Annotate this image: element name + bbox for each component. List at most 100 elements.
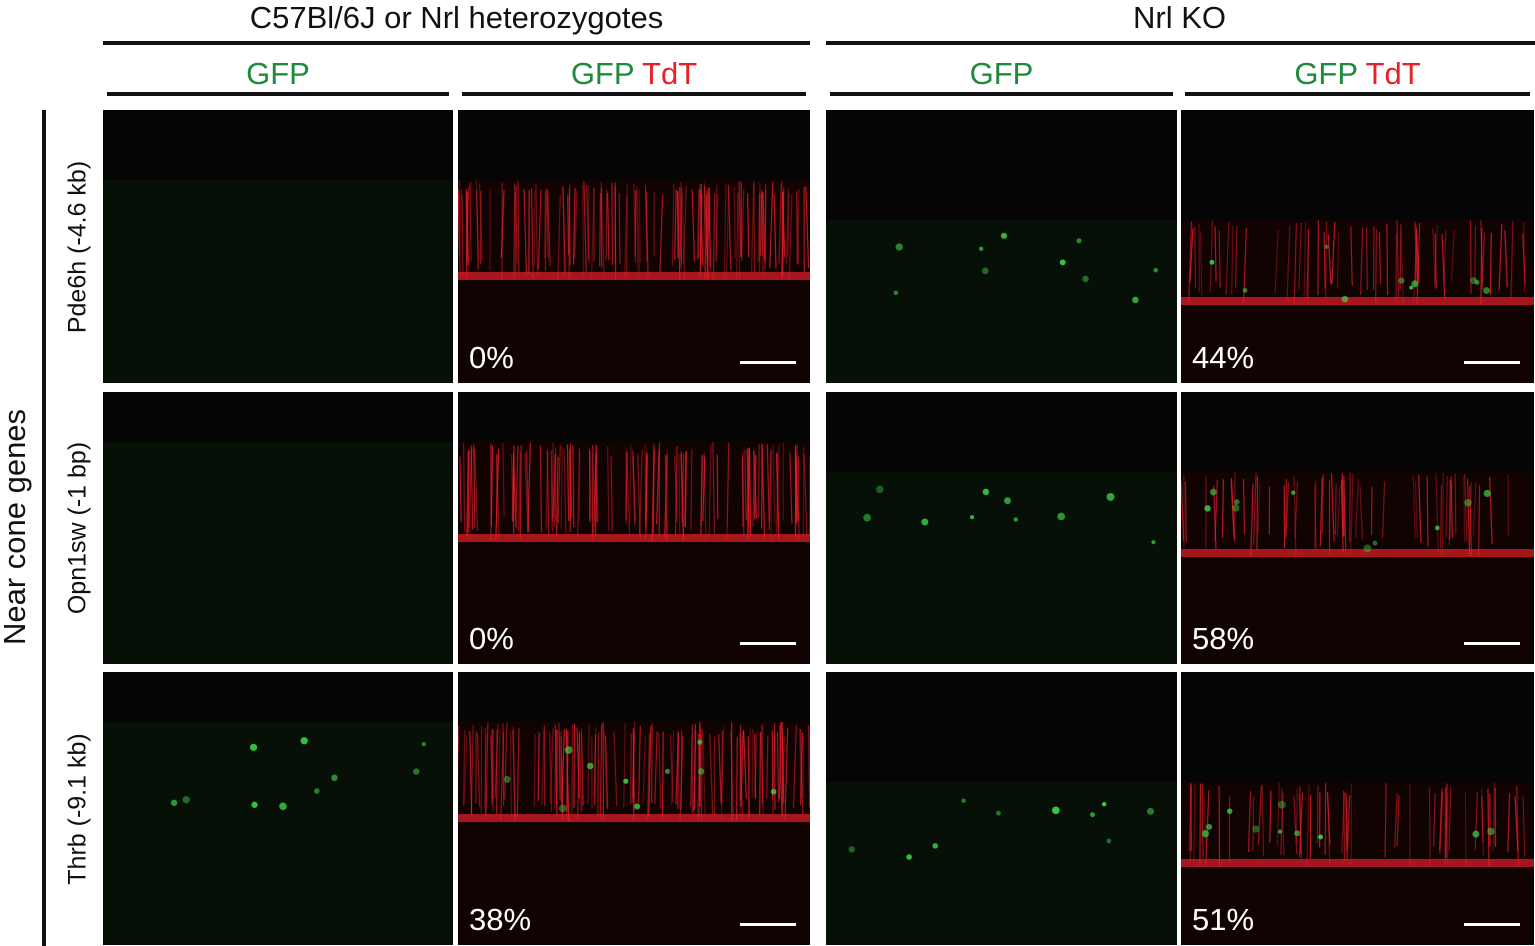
tdt-terminal-band (458, 534, 810, 542)
tdt-cell-process (519, 445, 522, 539)
gfp-cell (413, 768, 420, 775)
tdt-cell-process (565, 728, 570, 822)
gfp-cell (1101, 801, 1107, 807)
tdt-cell-process (761, 445, 766, 538)
tdt-cell-process (537, 732, 540, 801)
tdt-cell-process (567, 194, 570, 256)
tdt-cell-process (515, 445, 519, 526)
tdt-cell-process (766, 444, 771, 530)
tdt-cell-process (582, 185, 585, 276)
header-gfp: GFP (570, 56, 634, 91)
gfp-cell (1252, 825, 1260, 833)
tdt-cell-process (560, 447, 563, 530)
tdt-cell-process (656, 450, 660, 525)
gfp-cell (981, 267, 989, 275)
tdt-cell-process (1257, 786, 1262, 845)
tdt-cell-process (785, 188, 789, 265)
tdt-cell-process (772, 734, 776, 814)
row-bracket-line (42, 110, 46, 946)
tdt-cell-process (708, 444, 712, 537)
tdt-cell-process (760, 724, 764, 805)
gfp-cell (895, 243, 903, 251)
tdt-cell-process (550, 450, 553, 532)
overlap-percent: 0% (469, 340, 514, 375)
gfp-cell (921, 518, 929, 526)
scale-bar (1464, 361, 1520, 364)
tdt-cell-process (1218, 230, 1221, 288)
micrograph-row1-col1: 0% (458, 392, 810, 664)
tdt-cell-process (758, 444, 760, 518)
tdt-cell-process (690, 724, 694, 807)
tdt-cell-process (1414, 481, 1418, 539)
tdt-cell-process (704, 191, 708, 280)
tdt-cell-process (762, 192, 766, 260)
tdt-cell-process (1448, 786, 1452, 851)
tdt-cell-process (808, 725, 810, 808)
tdt-cell-process (1341, 473, 1344, 537)
tdt-cell-process (557, 194, 561, 280)
tdt-cell-process (1472, 482, 1477, 536)
tdt-cell-process (459, 456, 462, 523)
tdt-cell-process (726, 442, 730, 540)
tdt-cell-process (1336, 231, 1340, 289)
tdt-cell-process (1516, 786, 1520, 866)
tdt-cell-process (516, 728, 520, 817)
tdt-cell-process (594, 734, 597, 805)
tdt-cell-process (1381, 481, 1386, 538)
tdt-cell-process (466, 450, 469, 537)
tdt-cell-process (599, 724, 603, 819)
group-title-ko: Nrl KO (1133, 0, 1226, 35)
tdt-terminal-band (458, 272, 810, 280)
gfp-cell (961, 798, 966, 803)
tdt-cell-process (623, 723, 626, 808)
tdt-cell-process (1306, 229, 1310, 299)
tdt-cell-process (679, 735, 684, 822)
row-label: Opn1sw (-1 bp) (63, 441, 92, 615)
tdt-cell-process (753, 181, 756, 273)
tdt-cell-process (495, 448, 500, 541)
tdt-cell-process (726, 443, 730, 527)
tdt-cell-process (675, 732, 680, 805)
tdt-cell-process (735, 736, 738, 820)
tdt-cell-process (549, 732, 553, 812)
tdt-cell-process (583, 181, 587, 272)
tdt-cell-process (1394, 793, 1398, 848)
tdt-cell-process (1293, 223, 1297, 305)
tdt-cell-process (1445, 475, 1448, 538)
gfp-cell (1076, 238, 1082, 244)
tdt-cell-process (742, 452, 745, 537)
tdt-cell-process (733, 187, 736, 259)
tdt-cell-process (773, 194, 777, 269)
gfp-cell (1232, 504, 1240, 512)
gfp-cell (1317, 834, 1324, 840)
tdt-cell-process (796, 188, 800, 264)
tdt-cell-process (645, 452, 648, 530)
tdt-cell-process (1293, 796, 1298, 855)
tdt-cell-process (787, 193, 790, 257)
tdt-cell-process (1326, 792, 1331, 864)
micrograph-row2-col1: 38% (458, 672, 810, 945)
gfp-cell (558, 804, 567, 813)
scale-bar (1464, 642, 1520, 645)
tdt-cell-process (1433, 225, 1439, 284)
tdt-cell-process (740, 188, 745, 262)
row-label: Pde6h (-4.6 kb) (63, 160, 92, 333)
tdt-cell-process (510, 454, 515, 533)
tdt-cell-process (699, 184, 702, 263)
overlap-percent: 0% (469, 621, 514, 656)
tdt-cell-process (647, 733, 651, 820)
tdt-cell-process (462, 442, 466, 533)
tdt-cell-process (805, 186, 810, 268)
tdt-cell-process (738, 181, 742, 258)
tdt-cell-process (475, 190, 479, 270)
gfp-cell (876, 485, 884, 494)
header-gfp: GFP (1294, 56, 1358, 91)
tdt-cell-process (659, 194, 664, 273)
tdt-cell-process (563, 449, 567, 535)
tdt-cell-process (1221, 479, 1224, 538)
tdt-terminal-band (1181, 549, 1534, 557)
gfp-cell (1242, 287, 1248, 293)
tdt-cell-process (1341, 792, 1346, 854)
gfp-cell (1411, 280, 1419, 288)
tdt-cell-process (580, 733, 584, 806)
